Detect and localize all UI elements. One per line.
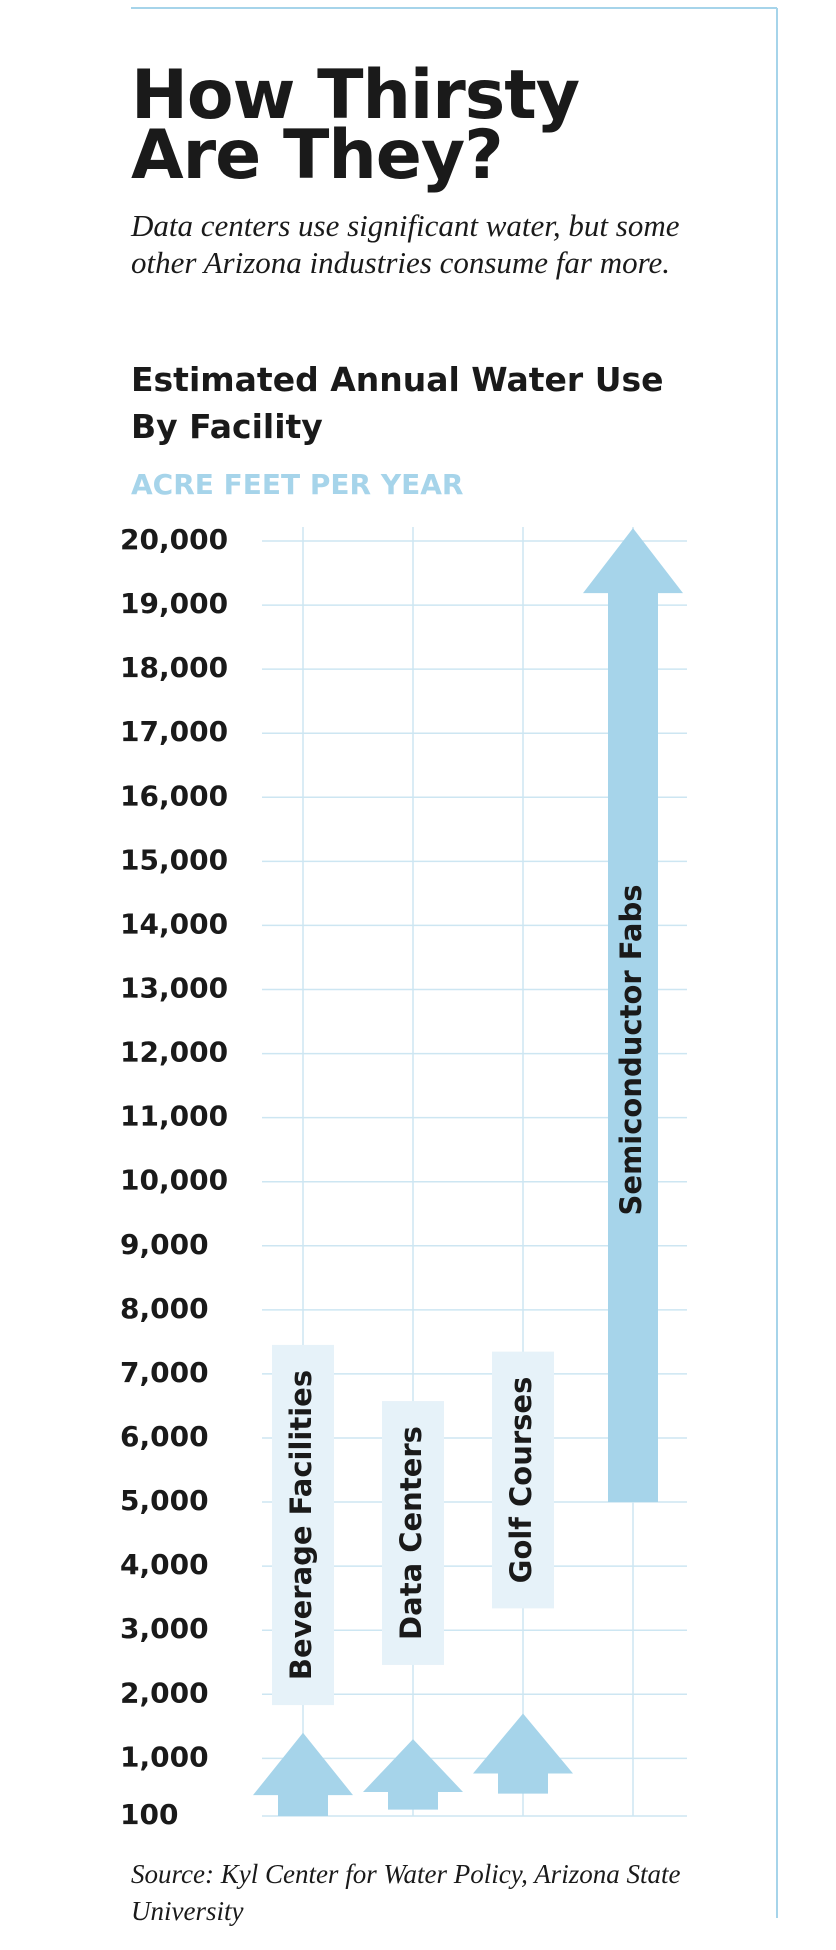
y-tick-label: 14,000 — [120, 907, 228, 940]
chart-title: Estimated Annual Water Use By Facility — [131, 360, 664, 446]
y-tick-label: 8,000 — [120, 1292, 209, 1325]
y-tick-label: 19,000 — [120, 587, 228, 620]
y-tick-label: 11,000 — [120, 1100, 228, 1133]
title: How Thirsty Are They? — [131, 56, 580, 195]
y-tick-label: 5,000 — [120, 1484, 209, 1517]
category-label: Semiconductor Fabs — [614, 885, 648, 1216]
category-label: Beverage Facilities — [284, 1370, 318, 1680]
y-tick-label: 1,000 — [120, 1740, 209, 1773]
y-tick-label: 100 — [120, 1798, 178, 1831]
y-tick-label: 17,000 — [120, 715, 228, 748]
y-tick-label: 20,000 — [120, 523, 228, 556]
label-box — [492, 1351, 554, 1609]
y-tick-label: 2,000 — [120, 1676, 209, 1709]
label-box — [272, 1344, 334, 1706]
source: Source: Kyl Center for Water Policy, Ari… — [131, 1859, 681, 1926]
label-box — [382, 1401, 444, 1665]
y-tick-label: 4,000 — [120, 1548, 209, 1581]
y-tick-label: 16,000 — [120, 779, 228, 812]
range-arrow — [363, 1739, 463, 1810]
y-tick-label: 6,000 — [120, 1420, 209, 1453]
category-label: Data Centers — [394, 1426, 428, 1640]
category-label: Golf Courses — [504, 1377, 538, 1584]
y-tick-label: 15,000 — [120, 843, 228, 876]
y-tick-label: 7,000 — [120, 1356, 209, 1389]
range-arrow — [253, 1732, 353, 1816]
range-arrow — [583, 528, 683, 1503]
y-tick-label: 9,000 — [120, 1228, 209, 1261]
y-tick-label: 10,000 — [120, 1164, 228, 1197]
y-tick-label: 12,000 — [120, 1036, 228, 1069]
y-tick-label: 18,000 — [120, 651, 228, 684]
subtitle: Data centers use significant water, but … — [131, 208, 680, 280]
y-axis-label: ACRE FEET PER YEAR — [131, 468, 464, 501]
y-tick-label: 3,000 — [120, 1612, 209, 1645]
range-arrow — [473, 1713, 573, 1794]
y-tick-label: 13,000 — [120, 971, 228, 1004]
